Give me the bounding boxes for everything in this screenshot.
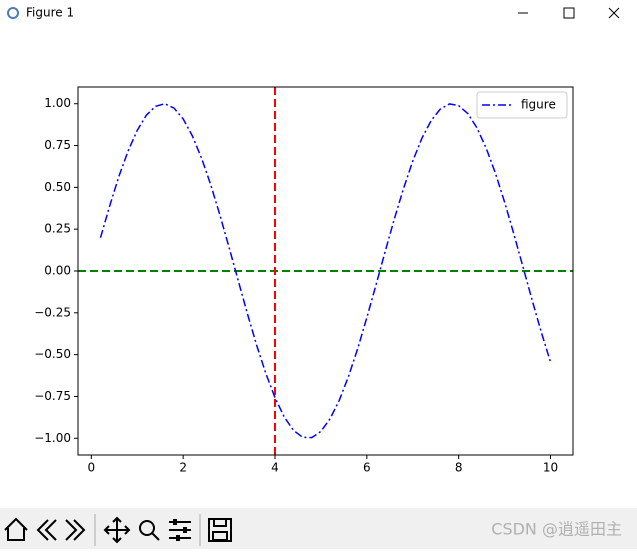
save-button[interactable] [208,518,232,542]
pan-button[interactable] [103,516,131,544]
x-tick-label: 8 [455,461,463,475]
x-tick-label: 4 [271,461,279,475]
y-tick-label: 0.75 [44,138,71,152]
legend-label: figure [521,98,556,112]
axes-frame [77,86,574,456]
x-tick-label: 2 [179,461,187,475]
app-icon [7,7,19,19]
y-tick-label: 0.00 [44,264,71,278]
y-tick-label: 0.25 [44,222,71,236]
forward-button[interactable] [65,519,86,541]
y-tick-label: 0.50 [44,180,71,194]
window-title: Figure 1 [26,6,74,20]
plot: 0 2 4 6 8 10 −1.00 −0.75 −0.50 −0.25 0.00 0.25 0.50 0… [34,86,574,475]
maximize-button[interactable] [563,7,575,19]
y-tick-label: −1.00 [34,431,71,445]
close-button[interactable] [608,7,620,19]
x-tick-label: 6 [363,461,371,475]
line-series [99,102,552,439]
title-bar [0,0,637,26]
home-button[interactable] [4,517,28,541]
y-tick-label: −0.25 [34,305,71,319]
y-tick-label: −0.50 [34,347,71,361]
back-button[interactable] [36,519,57,541]
y-tick-label: 1.00 [44,96,71,110]
watermark: CSDN @逍遥田主 [491,520,622,539]
y-tick-label: −0.75 [34,389,71,403]
x-tick-label: 10 [543,461,558,475]
configure-button[interactable] [169,519,191,541]
legend-box [476,91,568,119]
x-tick-label: 0 [87,461,95,475]
zoom-button[interactable] [139,520,160,541]
